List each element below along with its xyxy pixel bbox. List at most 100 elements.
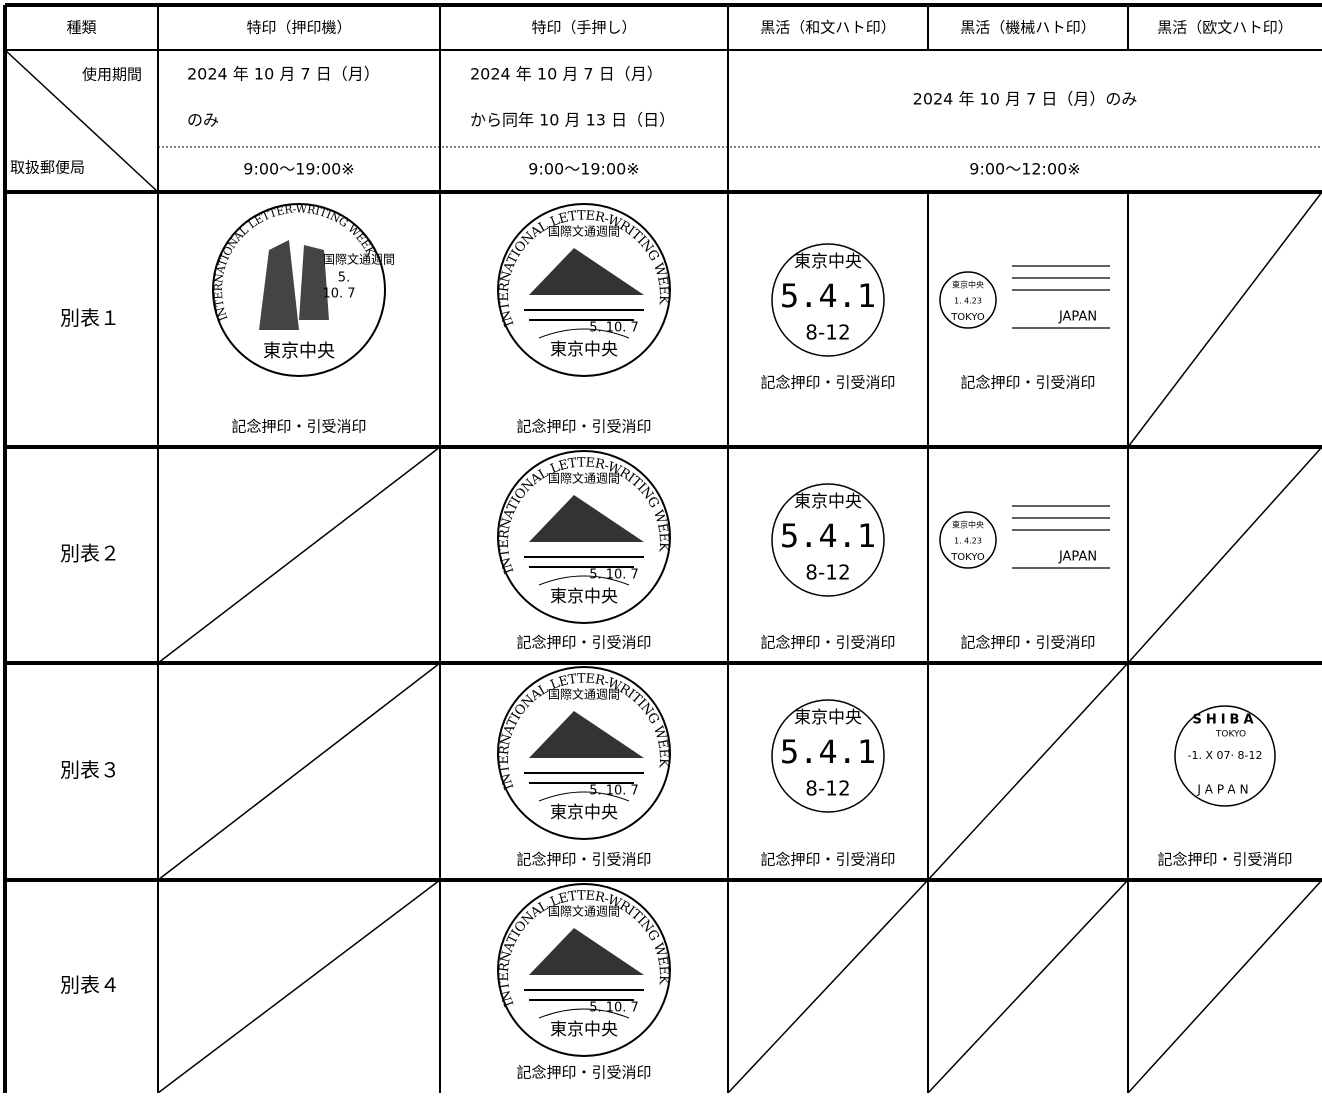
mountain bbox=[529, 711, 644, 758]
stamp-title: 国際文通週間 bbox=[548, 224, 620, 239]
stamp-date: 1. 4.23 bbox=[954, 537, 982, 546]
stamp-office: 東京中央 bbox=[550, 340, 618, 360]
office-arc bbox=[538, 328, 630, 339]
stamp-time: 8-12 bbox=[805, 321, 850, 345]
rule bbox=[4, 49, 159, 193]
stamp-office: 東京中央 bbox=[794, 252, 862, 272]
caption: 記念押印・引受消印 bbox=[516, 1064, 651, 1082]
mountain bbox=[529, 495, 644, 542]
stamp-ring bbox=[771, 699, 885, 813]
empty-slash bbox=[157, 879, 441, 1094]
empty-slash bbox=[1127, 446, 1322, 664]
stamp-title: 国際文通週間 bbox=[323, 252, 395, 267]
empty-slash bbox=[927, 879, 1129, 1094]
stamp-ring bbox=[939, 271, 997, 329]
office-arc bbox=[538, 575, 630, 586]
stamp-office: 東京中央 bbox=[263, 341, 335, 362]
stamp-ring bbox=[497, 883, 671, 1057]
stamp-office: 東京中央 bbox=[550, 587, 618, 607]
stamp-date: 5.4.1 bbox=[780, 517, 876, 555]
mountain bbox=[529, 248, 644, 295]
empty-slash bbox=[157, 446, 441, 664]
stamp-date: 10. 7 bbox=[322, 287, 355, 302]
period-text: 2024 年 10 月 7 日（月） bbox=[470, 65, 663, 84]
stamp-city: TOKYO bbox=[1215, 730, 1246, 740]
water bbox=[524, 556, 644, 568]
stamp-ring bbox=[212, 203, 386, 377]
mountain bbox=[529, 928, 644, 975]
caption: 記念押印・引受消印 bbox=[231, 418, 366, 436]
row-label: 別表２ bbox=[60, 542, 120, 566]
office-label: 取扱郵便局 bbox=[10, 159, 85, 177]
water bbox=[524, 989, 644, 1001]
stamp-ring bbox=[497, 203, 671, 377]
caption: 記念押印・引受消印 bbox=[760, 851, 895, 869]
stamp-title: 国際文通週間 bbox=[548, 904, 620, 919]
empty-slash bbox=[727, 879, 929, 1094]
caption: 記念押印・引受消印 bbox=[760, 374, 895, 392]
caption: 記念押印・引受消印 bbox=[760, 634, 895, 652]
caption: 記念押印・引受消印 bbox=[960, 374, 1095, 392]
period-label: 使用期間 bbox=[82, 66, 142, 84]
office-arc bbox=[538, 791, 630, 802]
empty-slash bbox=[1127, 191, 1322, 448]
column-header: 黒活（機械ハト印） bbox=[960, 19, 1095, 37]
empty-slash bbox=[927, 662, 1129, 881]
period-text: 2024 年 10 月 7 日（月） bbox=[187, 65, 380, 84]
stamp-country: JAPAN bbox=[1058, 310, 1097, 325]
stamp-date: 5. bbox=[338, 271, 350, 286]
stamp-ring bbox=[939, 511, 997, 569]
stamp-ring bbox=[497, 450, 671, 624]
row-label: 別表１ bbox=[60, 306, 120, 330]
stamp-time: 8-12 bbox=[805, 777, 850, 801]
caption: 記念押印・引受消印 bbox=[516, 418, 651, 436]
column-header: 黒活（和文ハト印） bbox=[760, 19, 895, 37]
column-header: 特印（手押し） bbox=[531, 19, 636, 37]
stamp-office: SHIBA bbox=[1192, 713, 1257, 728]
stamp-date: 5. 10. 7 bbox=[589, 1001, 639, 1016]
stamp-office: 東京中央 bbox=[952, 520, 984, 530]
stamp-city: TOKYO bbox=[950, 552, 985, 563]
figures bbox=[259, 240, 329, 330]
stamp-country: JAPAN bbox=[1196, 783, 1252, 797]
stamp-date: 5.4.1 bbox=[780, 733, 876, 771]
stamp-time: 8-12 bbox=[805, 561, 850, 585]
period-text: のみ bbox=[187, 111, 219, 130]
hours: 9:00〜19:00※ bbox=[528, 160, 639, 179]
stamp-date: 1. 4.23 bbox=[954, 297, 982, 306]
caption: 記念押印・引受消印 bbox=[516, 851, 651, 869]
stamp-ring bbox=[497, 666, 671, 840]
stamp-office: 東京中央 bbox=[794, 492, 862, 512]
stamp-country: JAPAN bbox=[1058, 550, 1097, 565]
empty-slash bbox=[157, 662, 441, 881]
stamp-office: 東京中央 bbox=[550, 1020, 618, 1040]
hours: 9:00〜12:00※ bbox=[969, 160, 1080, 179]
stamp-office: 東京中央 bbox=[794, 708, 862, 728]
caption: 記念押印・引受消印 bbox=[1157, 851, 1292, 869]
stamp-title: 国際文通週間 bbox=[548, 687, 620, 702]
period-text: から同年 10 月 13 日（日） bbox=[470, 111, 675, 130]
stamp-date: 5.4.1 bbox=[780, 277, 876, 315]
stamp-date: 5. 10. 7 bbox=[589, 784, 639, 799]
row-label: 別表４ bbox=[60, 973, 120, 997]
stamp-ring bbox=[771, 243, 885, 357]
empty-slash bbox=[1127, 879, 1322, 1094]
stamp-ring bbox=[771, 483, 885, 597]
column-header: 黒活（欧文ハト印） bbox=[1157, 19, 1292, 37]
caption: 記念押印・引受消印 bbox=[960, 634, 1095, 652]
caption: 記念押印・引受消印 bbox=[516, 634, 651, 652]
stamp-date: 5. 10. 7 bbox=[589, 321, 639, 336]
stamp-date: 5. 10. 7 bbox=[589, 568, 639, 583]
stamp-city: TOKYO bbox=[950, 312, 985, 323]
period-text: 2024 年 10 月 7 日（月）のみ bbox=[913, 90, 1138, 109]
column-header: 特印（押印機） bbox=[246, 19, 351, 37]
column-header: 種類 bbox=[66, 19, 96, 37]
stamp-date: -1. X 07· 8-12 bbox=[1188, 749, 1263, 762]
stamp-title: 国際文通週間 bbox=[548, 471, 620, 486]
stamp-office: 東京中央 bbox=[952, 280, 984, 290]
stamp-office: 東京中央 bbox=[550, 803, 618, 823]
hours: 9:00〜19:00※ bbox=[243, 160, 354, 179]
water bbox=[524, 309, 644, 321]
water bbox=[524, 772, 644, 784]
